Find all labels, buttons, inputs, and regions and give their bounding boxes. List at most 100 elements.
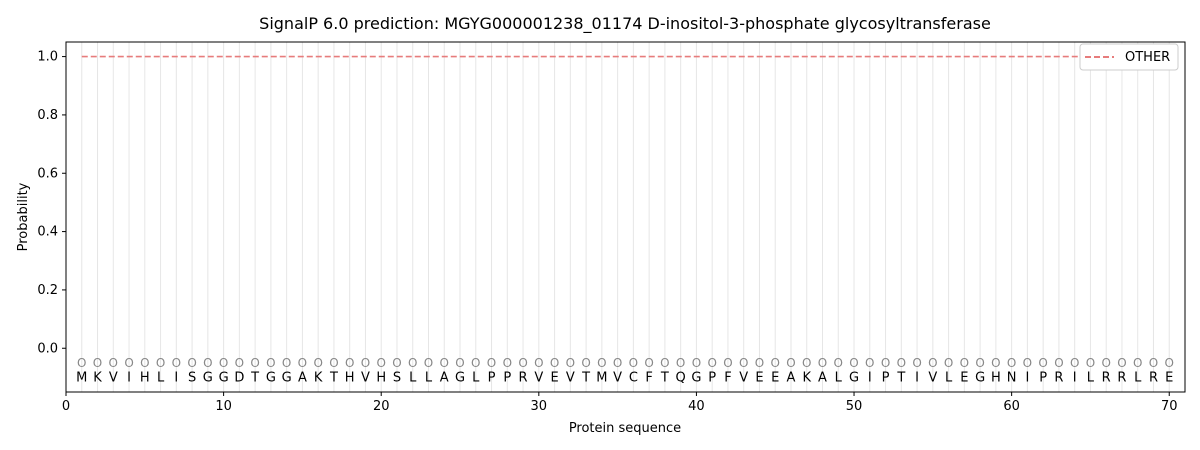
residue-label-39: Q (676, 370, 686, 385)
residue-label-38: T (660, 370, 669, 385)
residue-label-29: R (519, 370, 528, 385)
region-marker-41: O (707, 356, 716, 370)
region-marker-68: O (1133, 356, 1142, 370)
residue-label-13: G (266, 370, 276, 385)
residue-label-60: N (1007, 370, 1017, 385)
residue-label-12: T (250, 370, 259, 385)
residue-label-55: V (928, 370, 937, 385)
residue-label-19: V (361, 370, 370, 385)
residue-label-36: C (629, 370, 638, 385)
residue-label-35: V (613, 370, 622, 385)
residue-label-31: E (550, 370, 558, 385)
residue-label-58: G (975, 370, 985, 385)
y-tick-label-0: 0.0 (37, 341, 58, 356)
x-tick-label-0: 0 (62, 399, 70, 414)
y-tick-label-1: 0.2 (37, 283, 58, 298)
region-marker-44: O (755, 356, 764, 370)
region-marker-19: O (361, 356, 370, 370)
residue-label-2: K (93, 370, 102, 385)
region-marker-48: O (818, 356, 827, 370)
region-marker-16: O (313, 356, 322, 370)
residue-label-23: L (425, 370, 433, 385)
residue-label-27: P (488, 370, 496, 385)
region-marker-45: O (770, 356, 779, 370)
residue-label-37: F (645, 370, 652, 385)
region-marker-69: O (1149, 356, 1158, 370)
region-marker-24: O (440, 356, 449, 370)
residue-label-62: P (1039, 370, 1047, 385)
residue-label-70: E (1165, 370, 1173, 385)
residue-label-49: L (835, 370, 843, 385)
region-marker-54: O (912, 356, 921, 370)
region-marker-32: O (566, 356, 575, 370)
residue-label-40: G (691, 370, 701, 385)
region-marker-67: O (1117, 356, 1126, 370)
region-marker-9: O (203, 356, 212, 370)
residue-label-50: G (849, 370, 859, 385)
region-marker-50: O (849, 356, 858, 370)
residue-label-17: T (329, 370, 338, 385)
region-marker-61: O (1023, 356, 1032, 370)
x-tick-label-40: 40 (688, 399, 705, 414)
residue-label-24: A (440, 370, 449, 385)
region-marker-1: O (77, 356, 86, 370)
residue-label-6: L (157, 370, 165, 385)
residue-label-16: K (314, 370, 323, 385)
residue-label-33: T (581, 370, 590, 385)
residue-label-4: I (127, 370, 131, 385)
region-marker-58: O (975, 356, 984, 370)
residue-label-68: L (1134, 370, 1142, 385)
region-marker-15: O (298, 356, 307, 370)
x-tick-label-70: 70 (1161, 399, 1178, 414)
region-marker-70: O (1165, 356, 1174, 370)
region-marker-59: O (991, 356, 1000, 370)
residue-label-51: I (868, 370, 872, 385)
region-marker-49: O (834, 356, 843, 370)
y-tick-label-3: 0.6 (37, 166, 58, 181)
region-marker-26: O (471, 356, 480, 370)
residue-label-9: G (203, 370, 213, 385)
region-marker-55: O (928, 356, 937, 370)
region-marker-56: O (944, 356, 953, 370)
residue-label-28: P (503, 370, 511, 385)
region-marker-51: O (865, 356, 874, 370)
region-marker-34: O (597, 356, 606, 370)
x-axis-ticks: 0 10 20 30 40 50 60 70 (62, 392, 1178, 414)
residue-label-8: S (188, 370, 196, 385)
region-marker-47: O (802, 356, 811, 370)
residue-label-42: F (724, 370, 731, 385)
y-axis-label: Probability (16, 182, 31, 251)
residue-label-57: E (960, 370, 968, 385)
residue-label-64: I (1073, 370, 1077, 385)
region-marker-23: O (424, 356, 433, 370)
residue-label-20: H (376, 370, 386, 385)
residue-label-32: V (566, 370, 575, 385)
residue-label-30: V (534, 370, 543, 385)
residue-label-48: A (818, 370, 827, 385)
region-marker-21: O (392, 356, 401, 370)
residue-label-41: P (708, 370, 716, 385)
residue-label-44: E (755, 370, 763, 385)
region-marker-22: O (408, 356, 417, 370)
region-marker-63: O (1054, 356, 1063, 370)
residue-label-56: L (945, 370, 953, 385)
residue-label-53: T (896, 370, 905, 385)
residue-label-69: R (1149, 370, 1158, 385)
region-marker-29: O (518, 356, 527, 370)
region-marker-31: O (550, 356, 559, 370)
residue-label-43: V (739, 370, 748, 385)
residue-label-25: G (455, 370, 465, 385)
residue-label-22: L (409, 370, 417, 385)
region-marker-11: O (235, 356, 244, 370)
region-marker-37: O (644, 356, 653, 370)
residue-label-59: H (991, 370, 1001, 385)
residue-label-45: E (771, 370, 779, 385)
region-marker-12: O (250, 356, 259, 370)
region-marker-39: O (676, 356, 685, 370)
region-marker-6: O (156, 356, 165, 370)
residue-label-34: M (596, 370, 607, 385)
region-marker-43: O (739, 356, 748, 370)
residue-label-65: L (1087, 370, 1095, 385)
